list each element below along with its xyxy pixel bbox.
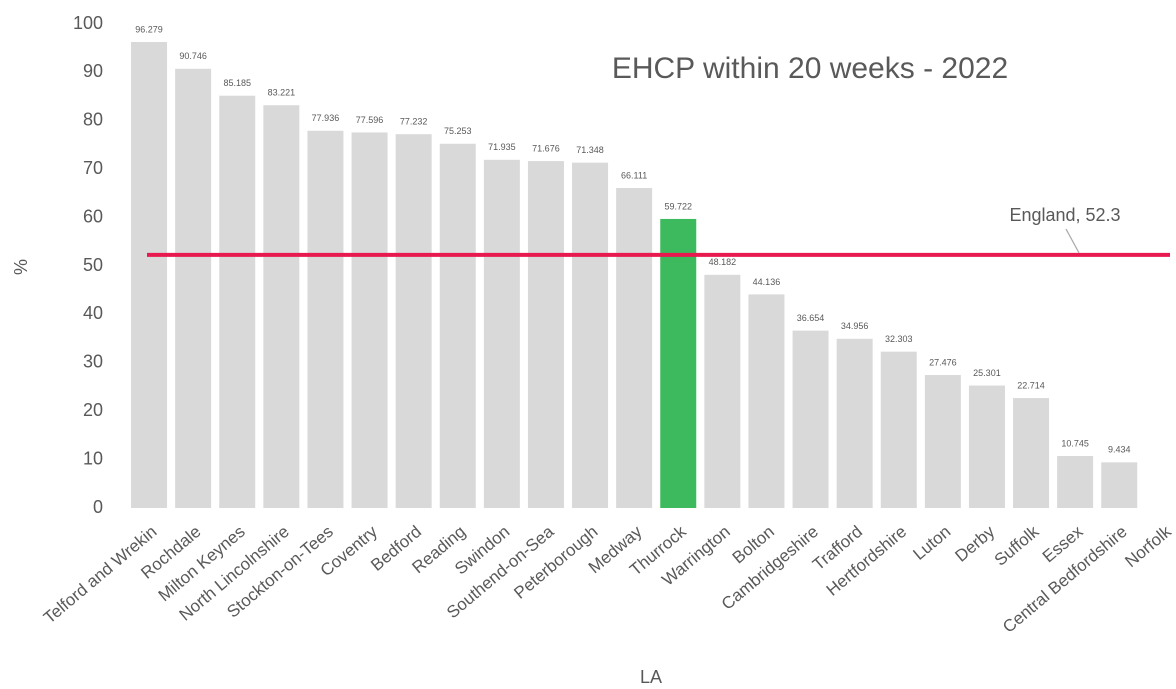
data-label: 71.676 xyxy=(532,143,560,153)
chart-title: EHCP within 20 weeks - 2022 xyxy=(612,52,1008,85)
y-tick-label: 20 xyxy=(83,400,103,420)
y-tick-label: 100 xyxy=(73,13,103,33)
x-tick-label: Luton xyxy=(909,522,954,564)
bar xyxy=(263,105,300,508)
data-label: 71.935 xyxy=(488,142,516,152)
y-tick-label: 0 xyxy=(93,497,103,517)
bar xyxy=(792,330,829,508)
bar xyxy=(616,188,653,508)
data-label: 66.111 xyxy=(621,170,647,180)
bar xyxy=(924,375,961,508)
annotation-leader xyxy=(1065,228,1080,254)
bar xyxy=(175,68,212,508)
y-axis-label: % xyxy=(11,259,31,275)
data-label: 25.301 xyxy=(973,368,1001,378)
bar xyxy=(395,134,432,508)
reference-label: England, 52.3 xyxy=(1009,205,1120,225)
data-label: 9.434 xyxy=(1108,445,1131,455)
data-label: 32.303 xyxy=(885,334,913,344)
data-label: 85.185 xyxy=(223,78,251,88)
bar xyxy=(307,130,344,508)
bar xyxy=(748,294,785,508)
bar xyxy=(351,132,388,508)
bar xyxy=(439,143,476,508)
bar xyxy=(131,42,168,508)
bar xyxy=(527,161,564,508)
bar xyxy=(836,338,873,508)
x-tick-label: Norfolk xyxy=(1121,522,1175,571)
y-tick-label: 50 xyxy=(83,255,103,275)
y-tick-label: 70 xyxy=(83,158,103,178)
y-tick-label: 30 xyxy=(83,352,103,372)
data-label: 44.136 xyxy=(753,277,781,287)
bar xyxy=(572,162,609,509)
data-label: 77.232 xyxy=(400,117,428,127)
bar xyxy=(704,274,741,508)
data-label: 90.746 xyxy=(179,51,207,61)
bar xyxy=(1057,455,1094,508)
bar xyxy=(880,351,917,508)
x-tick-label: Derby xyxy=(951,522,998,566)
data-label: 36.654 xyxy=(797,313,825,323)
y-tick-label: 80 xyxy=(83,110,103,130)
y-tick-label: 60 xyxy=(83,206,103,226)
bar xyxy=(483,159,520,508)
data-label: 77.936 xyxy=(312,113,340,123)
y-tick-label: 90 xyxy=(83,61,103,81)
bar xyxy=(1013,398,1050,508)
y-tick-label: 10 xyxy=(83,448,103,468)
x-axis-label: LA xyxy=(640,667,662,687)
y-tick-label: 40 xyxy=(83,303,103,323)
data-label: 22.714 xyxy=(1017,380,1045,390)
data-label: 48.182 xyxy=(709,257,737,267)
data-label: 59.722 xyxy=(664,201,692,211)
bar xyxy=(660,218,697,508)
data-label: 71.348 xyxy=(576,145,604,155)
data-label: 27.476 xyxy=(929,357,957,367)
bar xyxy=(1101,462,1138,508)
data-label: 96.279 xyxy=(135,24,163,34)
x-tick-label: Suffolk xyxy=(991,522,1043,570)
data-label: 10.745 xyxy=(1061,438,1089,448)
data-label: 83.221 xyxy=(268,88,296,98)
data-label: 34.956 xyxy=(841,321,869,331)
data-label: 75.253 xyxy=(444,126,472,136)
bar xyxy=(968,385,1005,508)
bar xyxy=(219,95,256,509)
data-label: 77.596 xyxy=(356,115,384,125)
